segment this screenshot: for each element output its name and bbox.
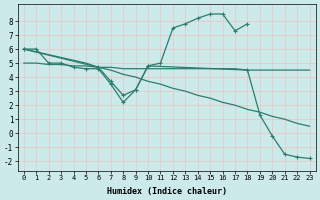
X-axis label: Humidex (Indice chaleur): Humidex (Indice chaleur): [107, 187, 227, 196]
